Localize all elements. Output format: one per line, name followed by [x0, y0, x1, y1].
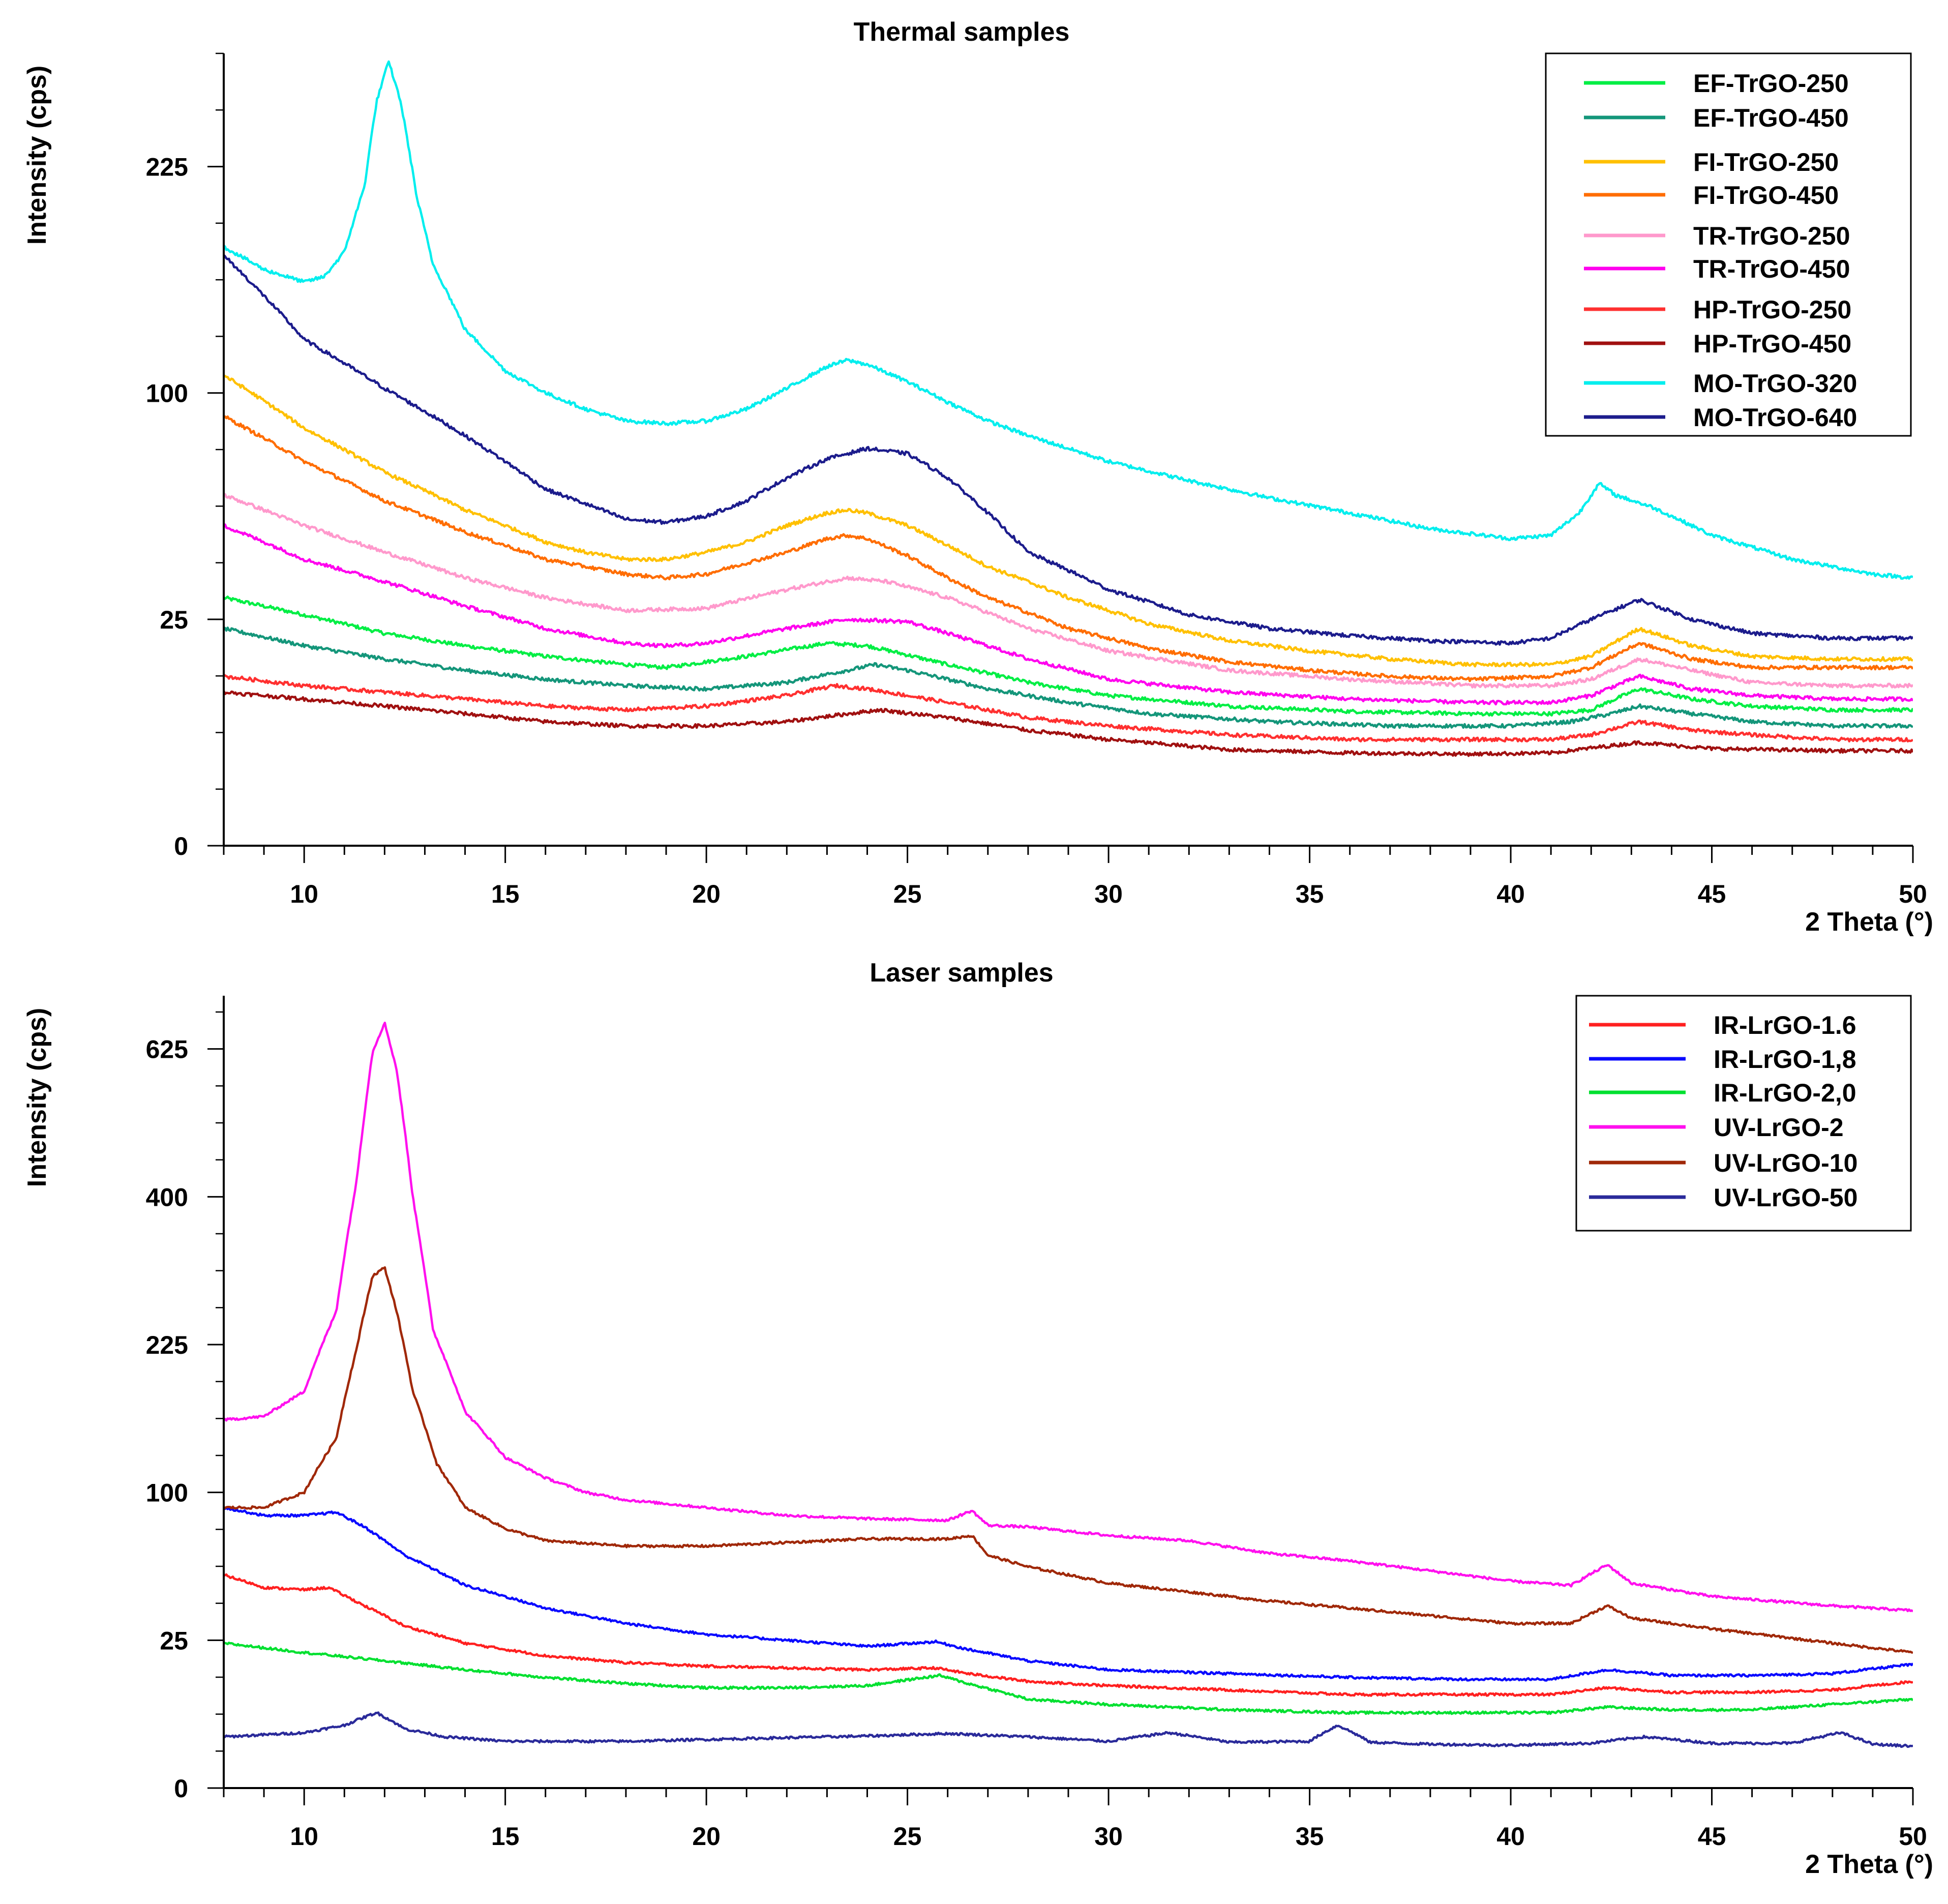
legend: EF-TrGO-250 EF-TrGO-450 FI-TrGO-250 FI-TrGO… [1545, 52, 1912, 437]
x-tick-label: 30 [1094, 1822, 1123, 1851]
legend-label: UV-LrGO-50 [1714, 1183, 1857, 1212]
legend-label: TR-TrGO-250 [1693, 222, 1850, 250]
legend-label: UV-LrGO-10 [1714, 1149, 1857, 1177]
x-tick-label: 40 [1496, 1822, 1525, 1851]
x-tick-label: 15 [491, 1822, 520, 1851]
legend-label: IR-LrGO-1,8 [1714, 1045, 1856, 1074]
series-line-ef-trgo-450 [224, 626, 1913, 729]
y-tick-label: 225 [146, 153, 188, 182]
x-tick-label: 50 [1899, 1822, 1927, 1851]
legend-label: EF-TrGO-250 [1693, 69, 1849, 98]
legend-label: TR-TrGO-450 [1693, 255, 1850, 283]
series-line-fi-trgo-250 [224, 374, 1913, 668]
series-line-uv-lrgo-50 [224, 1711, 1913, 1748]
x-tick-label: 45 [1698, 880, 1726, 908]
y-axis-title: Intensity (cps) [22, 66, 52, 245]
y-axis-title: Intensity (cps) [22, 1008, 52, 1187]
legend-label: HP-TrGO-250 [1693, 295, 1851, 324]
legend-label: IR-LrGO-2,0 [1714, 1079, 1856, 1107]
legend-label: UV-LrGO-2 [1714, 1113, 1844, 1142]
series-line-fi-trgo-450 [224, 415, 1913, 682]
y-tick-label: 400 [146, 1183, 188, 1211]
x-axis-title: 2 Theta (°) [1805, 907, 1933, 937]
series-group [224, 60, 1913, 757]
x-tick-label: 20 [692, 880, 721, 908]
series-line-hp-trgo-250 [224, 673, 1913, 743]
legend-box [1575, 995, 1912, 1232]
x-tick-label: 25 [893, 880, 922, 908]
series-line-hp-trgo-450 [224, 690, 1913, 757]
x-tick-label: 50 [1899, 880, 1927, 908]
x-tick-label: 35 [1296, 880, 1324, 908]
series-line-tr-trgo-450 [224, 523, 1913, 706]
series-line-ir-lrgo-1-6 [224, 1573, 1913, 1697]
legend-label: HP-TrGO-450 [1693, 330, 1851, 358]
series-group [224, 1021, 1913, 1748]
series-line-mo-trgo-320 [224, 60, 1913, 580]
x-tick-label: 45 [1698, 1822, 1726, 1851]
chart-panel-thermal: Thermal samples 10 15 20 25 30 35 40 45 50 0 25 100 2… [22, 17, 1933, 937]
legend-label: IR-LrGO-1.6 [1714, 1011, 1856, 1039]
legend-label: MO-TrGO-640 [1693, 403, 1857, 432]
x-tick-label: 25 [893, 1822, 922, 1851]
series-line-ir-lrgo-1-8 [224, 1506, 1913, 1682]
y-tick-label: 0 [174, 1774, 188, 1803]
y-tick-label: 0 [174, 832, 188, 860]
series-line-tr-trgo-250 [224, 493, 1913, 689]
x-tick-label: 10 [290, 880, 318, 908]
x-tick-label: 35 [1296, 1822, 1324, 1851]
y-tick-label: 25 [160, 1626, 188, 1655]
x-tick-label: 30 [1094, 880, 1123, 908]
x-tick-label: 20 [692, 1822, 721, 1851]
series-line-ir-lrgo-2-0 [224, 1641, 1913, 1715]
series-line-uv-lrgo-10 [224, 1266, 1913, 1654]
legend-label: MO-TrGO-320 [1693, 369, 1857, 398]
series-line-mo-trgo-640 [224, 254, 1913, 646]
series-line-uv-lrgo-2 [224, 1021, 1913, 1613]
x-tick-label: 15 [491, 880, 520, 908]
series-line-ef-trgo-250 [224, 596, 1913, 717]
chart-panel-laser: Laser samples 10 15 20 25 30 35 40 45 50 0 25 100 225… [22, 958, 1933, 1879]
y-tick-label: 625 [146, 1035, 188, 1064]
x-tick-label: 10 [290, 1822, 318, 1851]
legend-label: FI-TrGO-250 [1693, 148, 1839, 176]
y-tick-label: 225 [146, 1331, 188, 1359]
legend: IR-LrGO-1.6 IR-LrGO-1,8 IR-LrGO-2,0 UV-LrGO… [1575, 995, 1912, 1232]
legend-label: FI-TrGO-450 [1693, 181, 1839, 210]
y-tick-label: 25 [160, 606, 188, 634]
y-tick-label: 100 [146, 1479, 188, 1507]
x-tick-label: 40 [1496, 880, 1525, 908]
chart-title: Laser samples [870, 958, 1053, 988]
y-tick-label: 100 [146, 379, 188, 408]
x-axis-title: 2 Theta (°) [1805, 1850, 1933, 1879]
chart-title: Thermal samples [854, 17, 1070, 47]
legend-label: EF-TrGO-450 [1693, 104, 1849, 132]
